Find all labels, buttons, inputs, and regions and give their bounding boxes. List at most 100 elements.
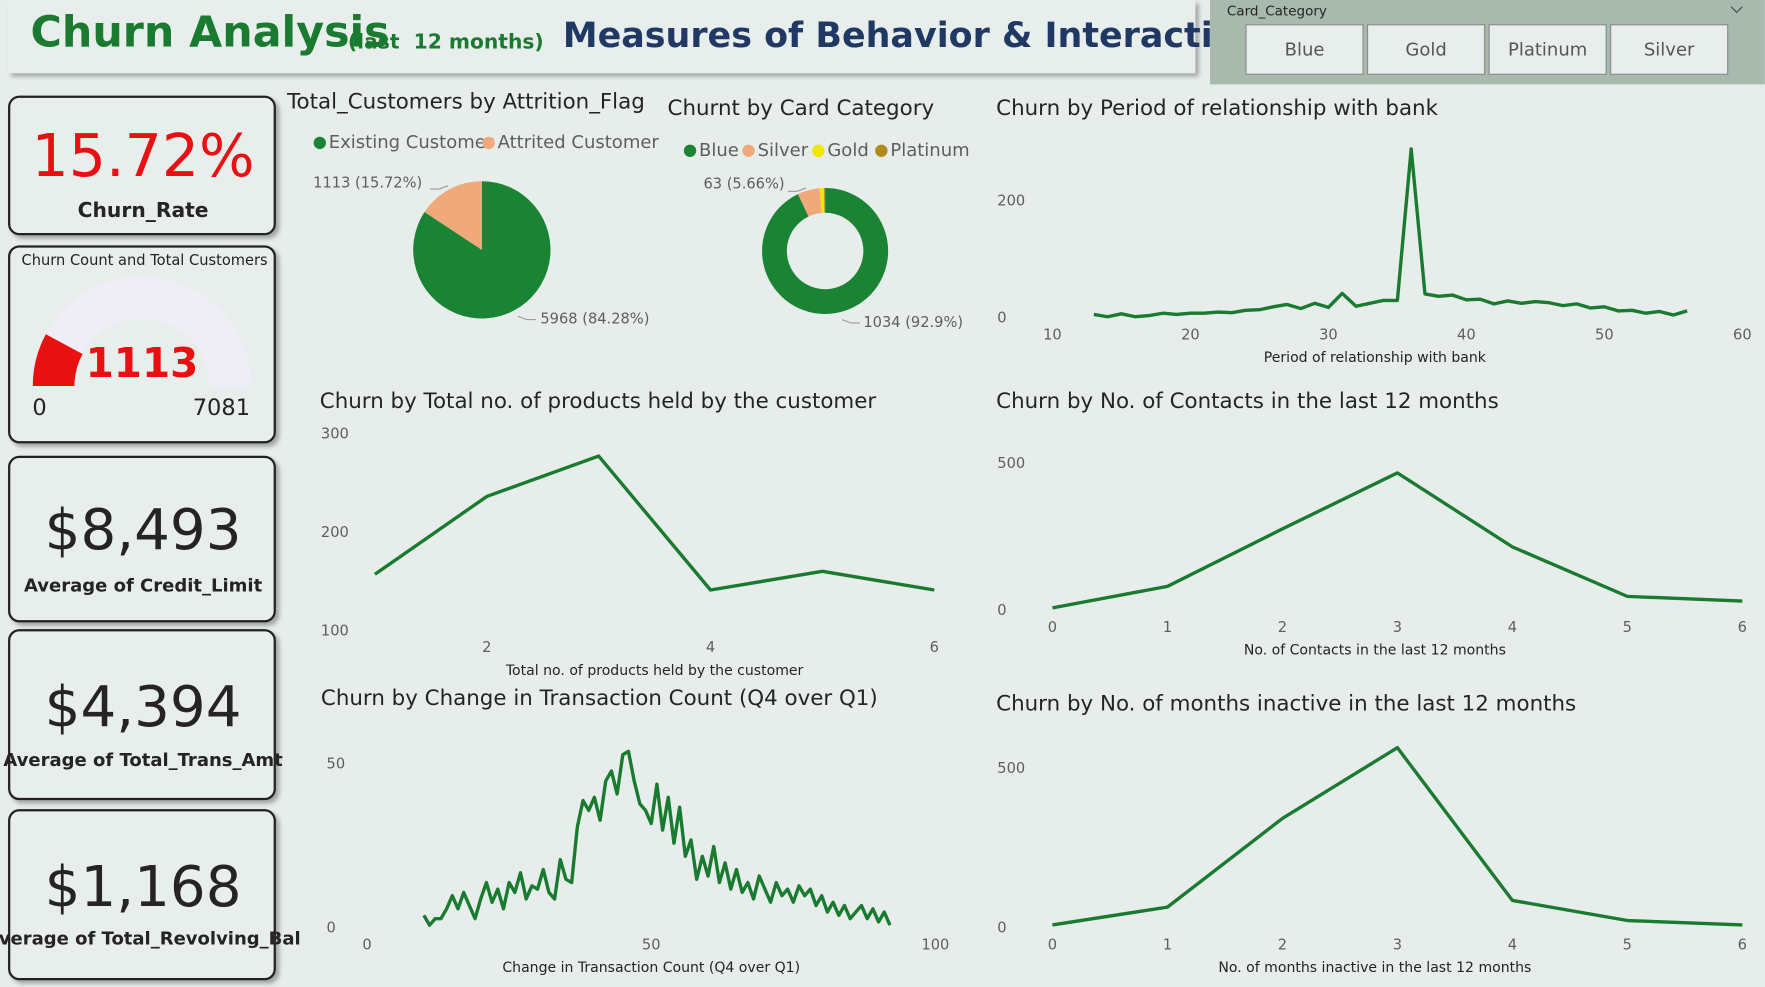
x-tick-label: 30 xyxy=(1319,326,1338,343)
x-tick-label: 1 xyxy=(1163,936,1172,953)
x-tick-label: 4 xyxy=(1508,619,1517,636)
chart-title: Churn by No. of Contacts in the last 12 … xyxy=(996,389,1499,414)
y-tick-label: 0 xyxy=(997,919,1006,936)
x-tick-label: 40 xyxy=(1457,326,1476,343)
card-box xyxy=(8,245,276,444)
slicer-button[interactable] xyxy=(1488,24,1607,75)
pie-slice xyxy=(413,181,551,319)
slicer-option[interactable]: Gold xyxy=(1405,40,1446,61)
x-tick-label: 6 xyxy=(1738,936,1747,953)
label-leader xyxy=(430,185,449,190)
line-series xyxy=(1052,745,1743,927)
pie-slice xyxy=(424,181,482,250)
slicer-option[interactable]: Silver xyxy=(1644,40,1695,61)
x-tick-label: 2 xyxy=(482,639,491,656)
chart-title: Churn Count and Total Customers xyxy=(22,252,268,269)
card-label: Average of Total_Trans_Amt xyxy=(3,750,283,771)
card-box xyxy=(8,629,276,801)
x-tick-label: 6 xyxy=(930,639,939,656)
donut-slice xyxy=(819,187,825,213)
slicer-button[interactable] xyxy=(1366,24,1486,75)
x-tick-label: 5 xyxy=(1623,619,1632,636)
data-label: 5968 (84.28%) xyxy=(540,311,649,328)
legend-marker xyxy=(482,136,495,150)
y-tick-label: 0 xyxy=(997,602,1006,619)
donut-slice xyxy=(797,188,822,217)
x-tick-label: 3 xyxy=(1393,619,1402,636)
card-value: 15.72% xyxy=(32,122,255,190)
x-tick-label: 10 xyxy=(1043,326,1062,343)
legend-marker xyxy=(812,144,825,157)
subtitle: (last 12 months) xyxy=(348,29,544,53)
x-axis-label: No. of months inactive in the last 12 mo… xyxy=(1218,960,1531,976)
x-tick-label: 60 xyxy=(1733,326,1752,343)
donut-slice xyxy=(762,187,889,314)
line-series xyxy=(373,454,935,592)
x-tick-label: 50 xyxy=(1595,326,1614,343)
x-tick-label: 1 xyxy=(1163,619,1172,636)
data-label: 1113 (15.72%) xyxy=(313,174,422,191)
x-tick-label: 0 xyxy=(362,936,371,953)
legend-marker xyxy=(683,144,697,157)
x-axis-label: Total no. of products held by the custom… xyxy=(505,663,804,679)
legend-label: Attrited Customer xyxy=(498,132,660,153)
x-tick-label: 3 xyxy=(1393,936,1402,953)
x-axis-label: Period of relationship with bank xyxy=(1264,350,1487,366)
slicer-chevron[interactable] xyxy=(1730,6,1743,14)
label-leader xyxy=(841,319,860,324)
x-axis-label: No. of Contacts in the last 12 months xyxy=(1244,642,1506,658)
x-tick-label: 0 xyxy=(1048,619,1057,636)
gauge-max: 7081 xyxy=(193,395,250,421)
x-tick-label: 50 xyxy=(642,936,661,953)
card-box xyxy=(8,455,276,623)
x-tick-label: 20 xyxy=(1181,326,1200,343)
slicer-option[interactable]: Platinum xyxy=(1508,40,1587,61)
slicer-button[interactable] xyxy=(1245,24,1364,75)
card-value: $1,168 xyxy=(45,855,242,920)
slicer-button[interactable] xyxy=(1610,24,1729,75)
legend-marker xyxy=(313,136,326,150)
legend-label: Platinum xyxy=(890,140,969,161)
gauge-value xyxy=(32,334,83,387)
card-value: $4,394 xyxy=(45,675,242,740)
y-tick-label: 200 xyxy=(321,524,349,541)
legend-label: Existing Customer xyxy=(329,132,494,153)
line-series xyxy=(422,749,892,927)
gauge-min: 0 xyxy=(32,395,46,421)
x-tick-label: 5 xyxy=(1623,936,1632,953)
legend-label: Silver xyxy=(758,140,809,161)
x-tick-label: 4 xyxy=(706,639,715,656)
y-tick-label: 500 xyxy=(997,455,1025,472)
line-series xyxy=(1093,147,1688,319)
chart-title: Churnt by Card Category xyxy=(668,96,935,121)
y-tick-label: 0 xyxy=(327,919,336,936)
legend-marker xyxy=(875,144,888,157)
donut-slice xyxy=(824,187,826,213)
data-label: 63 (5.66%) xyxy=(703,176,784,193)
chart-title: Churn by No. of months inactive in the l… xyxy=(996,692,1576,717)
slicer-option[interactable]: Blue xyxy=(1285,40,1325,61)
card-label: Average of Total_Revolving_Bal xyxy=(0,929,301,950)
legend-marker xyxy=(742,144,755,157)
legend-label: Gold xyxy=(827,140,868,161)
y-tick-label: 50 xyxy=(327,756,346,773)
chart-title: Churn by Total no. of products held by t… xyxy=(320,389,877,414)
card-label: Average of Credit_Limit xyxy=(24,575,263,596)
heading: Measures of Behavior & Interaction xyxy=(563,16,1262,56)
line-series xyxy=(1052,471,1743,610)
y-tick-label: 0 xyxy=(997,309,1006,326)
card-label: Churn_Rate xyxy=(78,198,209,222)
chart-title: Churn by Period of relationship with ban… xyxy=(996,96,1438,121)
title: Churn Analysis xyxy=(31,7,390,57)
card-box xyxy=(8,95,276,236)
gauge-value-label: 1113 xyxy=(86,339,199,387)
y-tick-label: 200 xyxy=(997,193,1025,210)
y-tick-label: 500 xyxy=(997,760,1025,777)
x-tick-label: 100 xyxy=(921,936,949,953)
x-tick-label: 0 xyxy=(1048,936,1057,953)
x-tick-label: 2 xyxy=(1278,936,1287,953)
x-tick-label: 2 xyxy=(1278,619,1287,636)
y-tick-label: 300 xyxy=(321,425,349,442)
y-tick-label: 100 xyxy=(321,622,349,639)
